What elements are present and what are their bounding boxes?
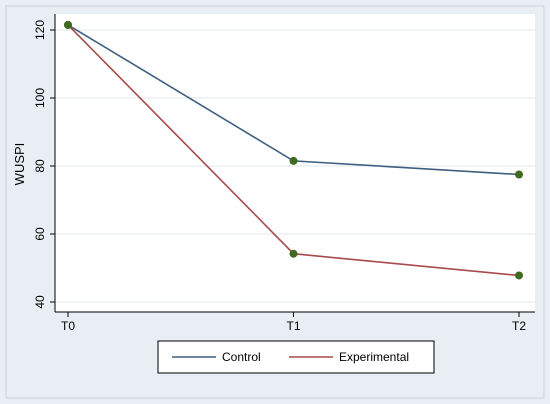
data-point-control-T2 (515, 170, 523, 179)
data-markers (64, 20, 523, 280)
y-tick-label-60: 60 (33, 227, 47, 241)
data-point-experimental-T0 (64, 20, 72, 29)
y-axis-title: WUSPI (12, 143, 27, 186)
data-point-experimental-T1 (289, 249, 298, 258)
data-point-experimental-T2 (515, 271, 523, 280)
axes (54, 14, 535, 313)
y-tick-label-40: 40 (33, 295, 47, 309)
y-ticks: 40 60 80 100 120 (33, 20, 55, 309)
y-tick-label-120: 120 (33, 20, 47, 40)
x-tick-label-T1: T1 (286, 319, 300, 333)
legend-label-control: Control (222, 350, 261, 364)
y-tick-label-80: 80 (33, 159, 47, 173)
legend-items: Control Experimental (172, 350, 409, 364)
legend: Control Experimental (157, 340, 435, 374)
x-ticks: T0 T1 T2 (61, 312, 526, 333)
y-tick-label-100: 100 (33, 88, 47, 108)
x-tick-label-T0: T0 (61, 319, 75, 333)
legend-label-experimental: Experimental (339, 350, 409, 364)
x-tick-label-T2: T2 (512, 319, 526, 333)
data-point-control-T1 (289, 156, 298, 165)
grid-lines (55, 29, 535, 303)
